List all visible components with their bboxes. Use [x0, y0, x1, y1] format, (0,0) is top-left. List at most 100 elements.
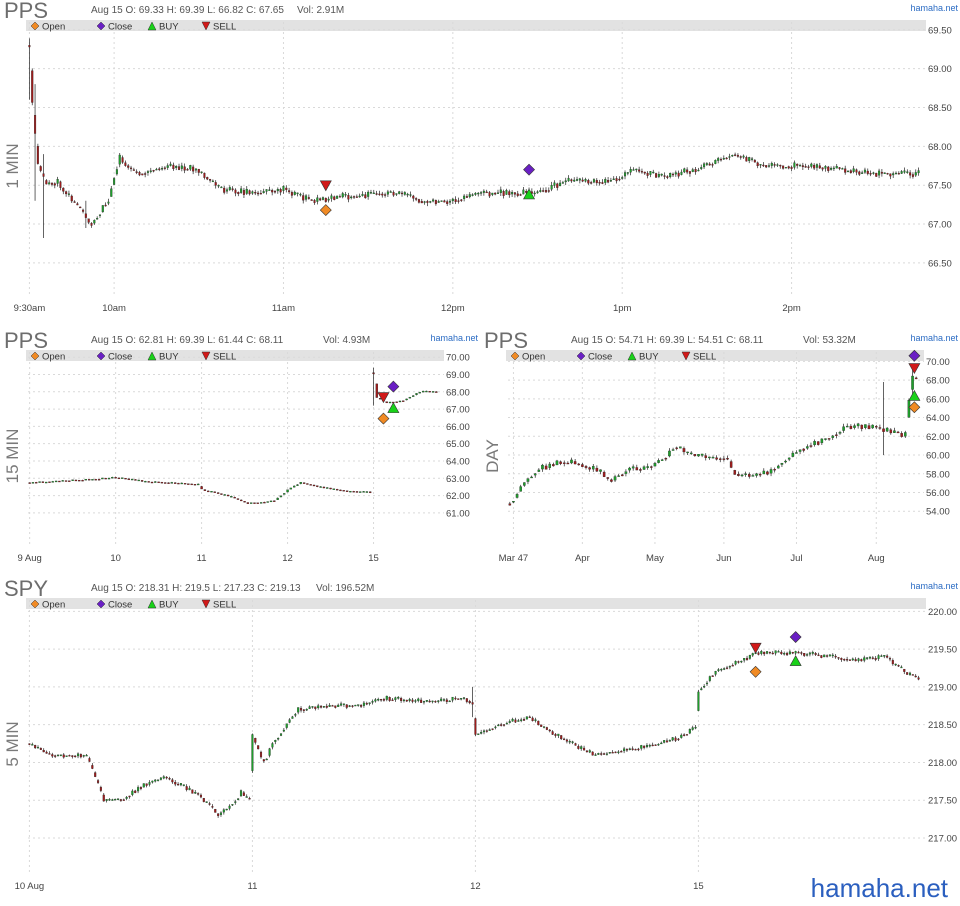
- candle-up: [632, 169, 635, 171]
- candle-up: [635, 168, 638, 171]
- candle-down: [391, 699, 394, 702]
- candle-up: [250, 502, 253, 504]
- candle-up: [408, 397, 412, 399]
- candle-down: [177, 166, 181, 170]
- candle-up: [774, 650, 777, 654]
- ohlc-info: Aug 15 O: 218.31 H: 219.5 L: 217.23 C: 2…: [91, 583, 301, 594]
- candle-up: [537, 469, 541, 472]
- legend-sell-label: SELL: [213, 600, 236, 611]
- candle-up: [866, 657, 869, 659]
- candle-down: [600, 753, 603, 755]
- candle-down: [62, 187, 65, 192]
- candle-down: [875, 172, 878, 177]
- pps-1min-candles: [28, 38, 920, 239]
- brand-link[interactable]: hamaha.net: [910, 581, 958, 591]
- candle-down: [731, 665, 734, 667]
- candle-up: [471, 194, 474, 196]
- candle-up: [245, 796, 248, 798]
- candle-down: [655, 173, 658, 178]
- candle-down: [197, 168, 200, 173]
- candle-up: [629, 168, 632, 173]
- candle-down: [164, 482, 167, 484]
- candle-up: [451, 696, 454, 701]
- brand-link[interactable]: hamaha.net: [430, 333, 478, 343]
- candle-up: [642, 466, 646, 470]
- candle-down: [50, 182, 54, 185]
- candle-up: [740, 660, 743, 663]
- candle-down: [620, 751, 623, 753]
- candle-up: [793, 162, 796, 168]
- candle-down: [860, 424, 864, 429]
- candle-down: [145, 783, 148, 786]
- candle-down: [765, 165, 768, 168]
- candle-down: [686, 169, 689, 173]
- brand-link[interactable]: hamaha.net: [910, 333, 958, 343]
- legend-open-icon: [510, 351, 520, 361]
- candle-up: [412, 395, 415, 397]
- candle-down: [654, 744, 657, 746]
- candle-up: [51, 481, 54, 483]
- y-tick-label: 54.00: [926, 507, 950, 518]
- footer-brand-logo[interactable]: hamaha.net: [810, 873, 948, 903]
- candle-up: [182, 784, 185, 786]
- candle-down: [325, 705, 328, 708]
- candle-up: [297, 707, 300, 713]
- y-tick-label: 218.50: [928, 720, 957, 731]
- candle-down: [906, 672, 909, 675]
- candle-up: [728, 666, 731, 668]
- candle-down: [711, 164, 714, 166]
- candle-down: [177, 482, 180, 485]
- candle-up: [894, 172, 898, 175]
- candle-down: [240, 499, 243, 502]
- x-tick-label: 11: [197, 553, 207, 564]
- candle-up: [533, 192, 536, 195]
- candle-up: [107, 477, 111, 480]
- candle-up: [553, 182, 556, 186]
- candle-up: [205, 801, 208, 803]
- candle-up: [137, 479, 140, 482]
- candle-up: [824, 438, 827, 440]
- y-tick-label: 64.00: [926, 413, 950, 424]
- candle-up: [697, 454, 700, 457]
- candle-down: [171, 779, 174, 783]
- y-tick-label: 66.00: [926, 394, 950, 405]
- candle-up: [113, 178, 116, 185]
- candle-down: [197, 793, 200, 795]
- candle-up: [714, 671, 717, 675]
- candle-down: [138, 172, 141, 176]
- candle-up: [271, 743, 274, 748]
- brand-link[interactable]: hamaha.net: [910, 3, 958, 13]
- candle-up: [144, 480, 147, 483]
- candle-down: [405, 699, 408, 702]
- candle-down: [548, 729, 551, 732]
- candle-up: [815, 164, 818, 168]
- candle-down: [537, 720, 540, 726]
- candle-down: [34, 115, 37, 134]
- candle-down: [817, 654, 820, 657]
- candle-down: [640, 171, 643, 173]
- candle-down: [465, 196, 468, 198]
- candle-down: [545, 727, 548, 730]
- legend-buy-label: BUY: [159, 352, 179, 363]
- candle-up: [327, 198, 330, 201]
- candle-down: [302, 709, 305, 711]
- candle-down: [625, 749, 628, 751]
- candle-up: [385, 695, 388, 700]
- candle-down: [412, 195, 415, 199]
- candle-down: [28, 482, 31, 484]
- candle-down: [708, 163, 711, 166]
- candle-down: [114, 477, 117, 479]
- candle-down: [802, 448, 805, 451]
- candle-down: [168, 778, 171, 780]
- candle-down: [528, 716, 531, 719]
- candle-up: [717, 669, 720, 672]
- y-tick-label: 67.00: [446, 405, 470, 416]
- y-tick-label: 66.50: [928, 258, 952, 269]
- candle-up: [578, 178, 581, 181]
- candle-down: [445, 699, 448, 702]
- candle-up: [388, 401, 392, 404]
- candle-down: [460, 199, 463, 201]
- candle-up: [48, 182, 51, 185]
- candle-down: [415, 198, 418, 200]
- candle-down: [502, 724, 506, 726]
